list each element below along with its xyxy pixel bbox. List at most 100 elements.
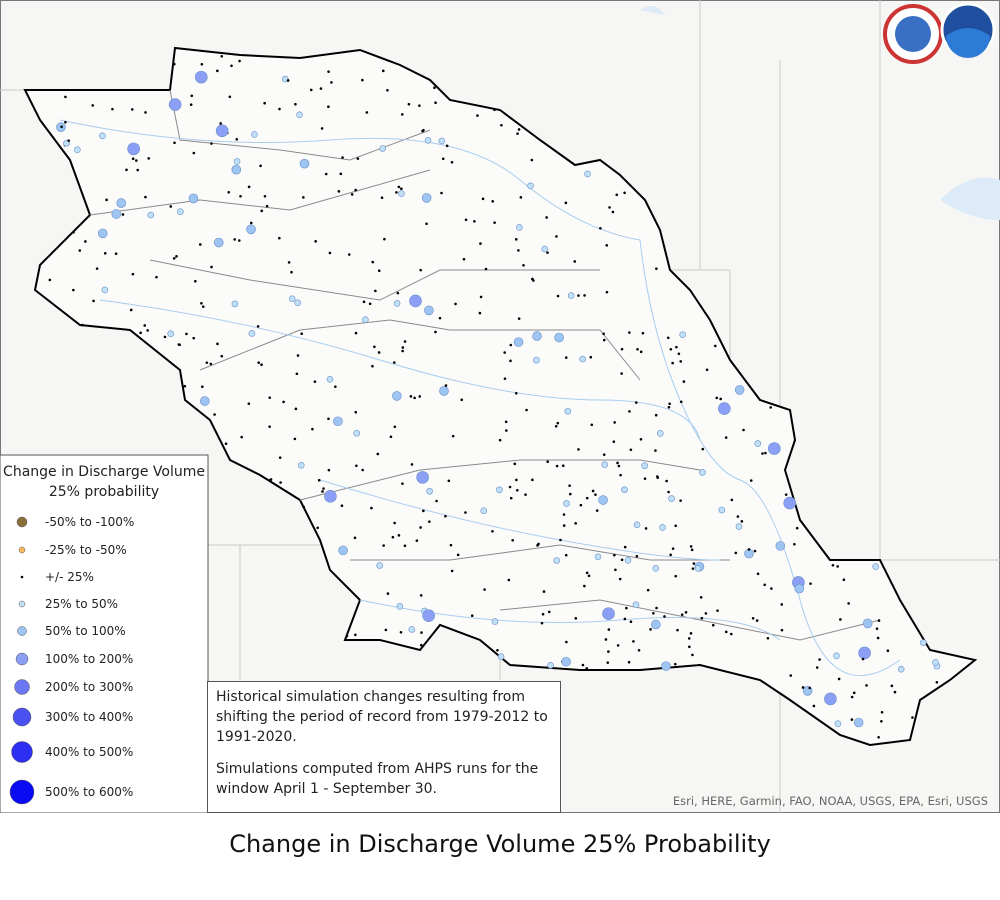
gauge bbox=[559, 538, 562, 542]
gauge bbox=[770, 587, 773, 590]
gauge bbox=[624, 556, 632, 564]
gauge bbox=[555, 235, 558, 238]
gauge bbox=[99, 132, 106, 140]
gauge bbox=[724, 630, 728, 634]
gauge bbox=[611, 210, 615, 214]
gauge bbox=[768, 442, 781, 455]
gauge bbox=[278, 456, 282, 459]
gauge bbox=[554, 424, 558, 428]
gauge bbox=[101, 286, 109, 294]
gauge bbox=[415, 539, 419, 542]
gauge bbox=[144, 195, 147, 199]
gauge bbox=[652, 611, 655, 615]
gauge bbox=[175, 255, 178, 258]
legend-marker bbox=[17, 626, 27, 636]
gauge bbox=[736, 515, 740, 518]
gauge bbox=[688, 645, 691, 649]
gauge bbox=[355, 464, 358, 468]
gauge bbox=[337, 190, 341, 193]
gauge bbox=[383, 237, 386, 241]
gauge bbox=[210, 265, 213, 269]
legend-label: +/- 25% bbox=[45, 570, 94, 584]
gauge bbox=[449, 543, 453, 547]
gauge bbox=[316, 526, 319, 530]
gauge bbox=[620, 372, 623, 375]
gauge bbox=[216, 342, 219, 346]
gauge bbox=[579, 503, 583, 507]
gauge bbox=[667, 490, 670, 494]
gauge bbox=[213, 237, 224, 248]
gauge bbox=[595, 509, 599, 512]
gauge bbox=[562, 524, 566, 527]
gauge bbox=[317, 478, 321, 482]
gauge bbox=[847, 602, 850, 605]
gauge bbox=[837, 677, 841, 681]
gauge bbox=[451, 434, 455, 438]
gauge bbox=[278, 236, 281, 240]
gauge bbox=[715, 396, 719, 400]
gauge bbox=[392, 391, 402, 401]
gauge bbox=[623, 191, 626, 195]
gauge bbox=[147, 157, 151, 160]
gauge bbox=[377, 269, 381, 273]
gauge bbox=[628, 331, 631, 334]
gauge bbox=[574, 617, 578, 620]
gauge bbox=[641, 462, 648, 470]
gauge bbox=[213, 413, 216, 416]
gauge bbox=[666, 336, 670, 340]
gauge bbox=[753, 549, 757, 553]
gauge bbox=[655, 606, 658, 610]
gauge bbox=[265, 204, 269, 208]
gauge bbox=[601, 461, 609, 468]
gauge bbox=[505, 429, 508, 432]
gauge bbox=[428, 520, 431, 523]
gauge bbox=[679, 331, 687, 339]
gauge bbox=[598, 495, 608, 505]
gauge bbox=[382, 544, 385, 547]
gauge bbox=[320, 127, 324, 130]
gauge bbox=[302, 196, 305, 199]
gauge bbox=[677, 352, 681, 356]
gauge bbox=[353, 429, 361, 437]
gauge bbox=[324, 490, 337, 503]
gauge bbox=[682, 380, 686, 383]
gauge bbox=[72, 230, 75, 234]
gauge bbox=[63, 139, 70, 147]
gauge bbox=[852, 691, 856, 695]
gauge bbox=[247, 402, 251, 405]
note-box: Historical simulation changes resulting … bbox=[207, 681, 561, 813]
legend-marker bbox=[18, 600, 26, 608]
gauge bbox=[491, 529, 494, 533]
gauge bbox=[356, 157, 360, 160]
gauge bbox=[177, 208, 184, 216]
gauge bbox=[183, 384, 187, 388]
gauge bbox=[691, 567, 695, 570]
gauge bbox=[397, 185, 401, 189]
gauge bbox=[517, 317, 521, 320]
legend-label: 200% to 300% bbox=[45, 680, 133, 694]
gauge bbox=[794, 583, 805, 594]
gauge bbox=[220, 354, 224, 358]
gauge bbox=[376, 452, 380, 456]
gauge bbox=[163, 335, 167, 339]
gauge bbox=[862, 618, 873, 629]
gauge bbox=[564, 407, 572, 415]
gauge bbox=[784, 493, 788, 496]
gauge bbox=[374, 289, 377, 293]
gauge bbox=[547, 661, 554, 669]
gauge bbox=[616, 461, 619, 465]
gauge bbox=[233, 238, 236, 241]
gauge bbox=[426, 487, 433, 495]
gauge bbox=[735, 523, 743, 530]
gauge bbox=[295, 372, 299, 376]
gauge bbox=[553, 557, 561, 564]
gauge bbox=[290, 270, 293, 274]
legend-marker bbox=[15, 652, 29, 666]
gauge bbox=[661, 661, 671, 671]
gauge bbox=[198, 243, 202, 246]
gauge bbox=[594, 493, 597, 496]
gauge bbox=[684, 611, 688, 614]
gauge bbox=[361, 78, 364, 82]
gauge bbox=[324, 172, 328, 176]
gauge bbox=[532, 331, 542, 341]
